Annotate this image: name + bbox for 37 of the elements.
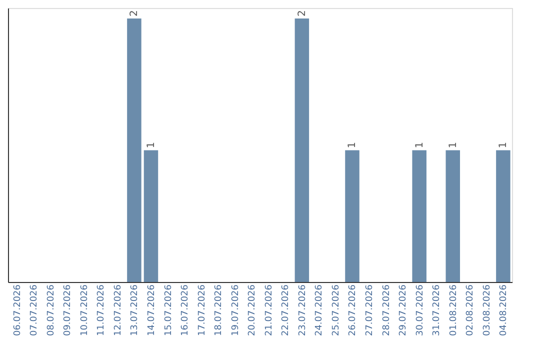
x-tick-label: 15.07.2026 [164,284,174,336]
x-tick-label: 09.07.2026 [63,284,74,336]
x-tick-label: 03.08.2026 [482,284,492,336]
x-tick-label: 01.08.2026 [448,284,459,336]
x-tick-label: 29.07.2026 [398,284,409,336]
x-tick-label: 07.07.2026 [30,284,40,336]
x-tick-label: 16.07.2026 [180,284,191,336]
x-tick-label: 08.07.2026 [46,284,56,336]
data-label: 1 [448,142,459,148]
x-tick-label: 19.07.2026 [230,284,241,336]
x-tick-label: 24.07.2026 [314,284,325,336]
x-tick-label: 23.07.2026 [298,284,308,336]
x-tick-label: 02.08.2026 [466,284,476,336]
x-tick-label: 28.07.2026 [382,284,392,336]
x-tick-label: 31.07.2026 [432,284,442,336]
x-tick-label: 18.07.2026 [214,284,224,336]
x-tick-label: 20.07.2026 [248,284,258,336]
x-tick-label: 25.07.2026 [331,284,342,336]
data-label: 1 [498,142,510,148]
x-tick-label: 06.07.2026 [12,284,23,336]
x-tick-label: 04.08.2026 [499,284,510,336]
x-tick-label: 12.07.2026 [113,284,124,336]
x-tick-label: 30.07.2026 [415,284,426,336]
x-tick-label: 21.07.2026 [264,284,274,336]
data-label: 2 [296,10,308,17]
data-label: 1 [146,142,157,148]
x-tick-label: 17.07.2026 [197,284,208,336]
x-tick-label: 10.07.2026 [80,284,90,336]
x-tick-label: 11.07.2026 [96,284,107,336]
x-tick-label: 13.07.2026 [130,284,140,336]
data-label: 1 [347,142,358,148]
x-tick-label: 26.07.2026 [348,284,358,336]
data-label: 1 [414,142,426,148]
data-label: 2 [129,10,140,17]
x-tick-label: 27.07.2026 [365,284,376,336]
x-tick-label: 22.07.2026 [281,284,292,336]
x-tick-label: 14.07.2026 [146,284,157,336]
